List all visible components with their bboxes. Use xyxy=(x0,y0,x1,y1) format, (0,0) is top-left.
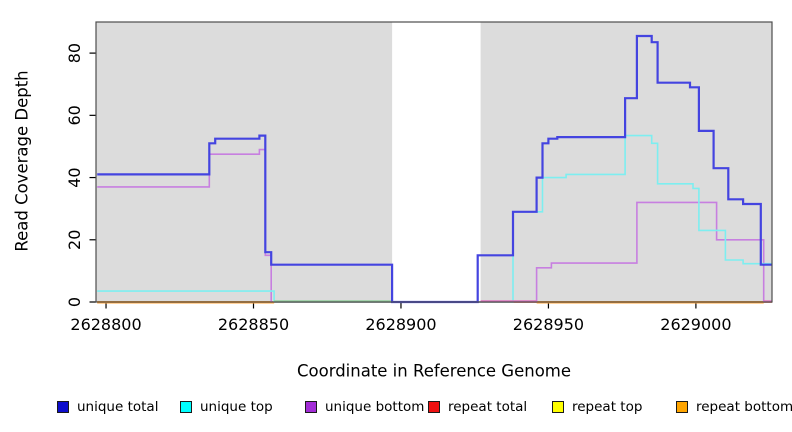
legend-label-unique-total: unique total xyxy=(77,399,159,415)
x-tick-label: 2628850 xyxy=(218,315,289,334)
legend-swatch-repeat-top xyxy=(552,401,564,413)
legend-swatch-unique-bottom xyxy=(305,401,317,413)
y-tick-label: 80 xyxy=(65,43,84,63)
legend-swatch-repeat-total xyxy=(428,401,440,413)
plot-border xyxy=(95,21,773,303)
legend-item-unique-top: unique top xyxy=(180,396,273,418)
legend-label-repeat-bottom: repeat bottom xyxy=(696,399,792,415)
legend-swatch-unique-top xyxy=(180,401,192,413)
x-tick-label: 2628900 xyxy=(365,315,436,334)
legend-label-repeat-total: repeat total xyxy=(448,399,528,415)
legend-item-unique-total: unique total xyxy=(57,396,158,418)
legend-item-repeat-total: repeat total xyxy=(428,396,527,418)
legend-swatch-unique-total xyxy=(57,401,69,413)
missing-data-region xyxy=(392,22,481,302)
legend-label-repeat-top: repeat top xyxy=(572,399,643,415)
x-tick-label: 2628800 xyxy=(70,315,141,334)
legend: unique total unique top unique bottom repea… xyxy=(0,396,792,420)
legend-label-unique-bottom: unique bottom xyxy=(325,399,425,415)
x-tick-label: 2628950 xyxy=(513,315,584,334)
legend-item-unique-bottom: unique bottom xyxy=(305,396,424,418)
legend-item-repeat-bottom: repeat bottom xyxy=(676,396,792,418)
legend-item-repeat-top: repeat top xyxy=(552,396,642,418)
series-line-unique-bottom xyxy=(97,148,772,303)
series-line-unique-total xyxy=(97,34,772,304)
legend-label-unique-top: unique top xyxy=(200,399,273,415)
y-tick-label: 0 xyxy=(65,297,84,307)
y-tick-label: 20 xyxy=(65,230,84,250)
y-tick-label: 60 xyxy=(65,105,84,125)
y-axis-label: Read Coverage Depth xyxy=(12,70,32,252)
legend-swatch-repeat-bottom xyxy=(676,401,688,413)
x-axis-label: Coordinate in Reference Genome xyxy=(296,361,572,381)
x-tick-label: 2629000 xyxy=(660,315,731,334)
y-tick-label: 40 xyxy=(65,167,84,187)
